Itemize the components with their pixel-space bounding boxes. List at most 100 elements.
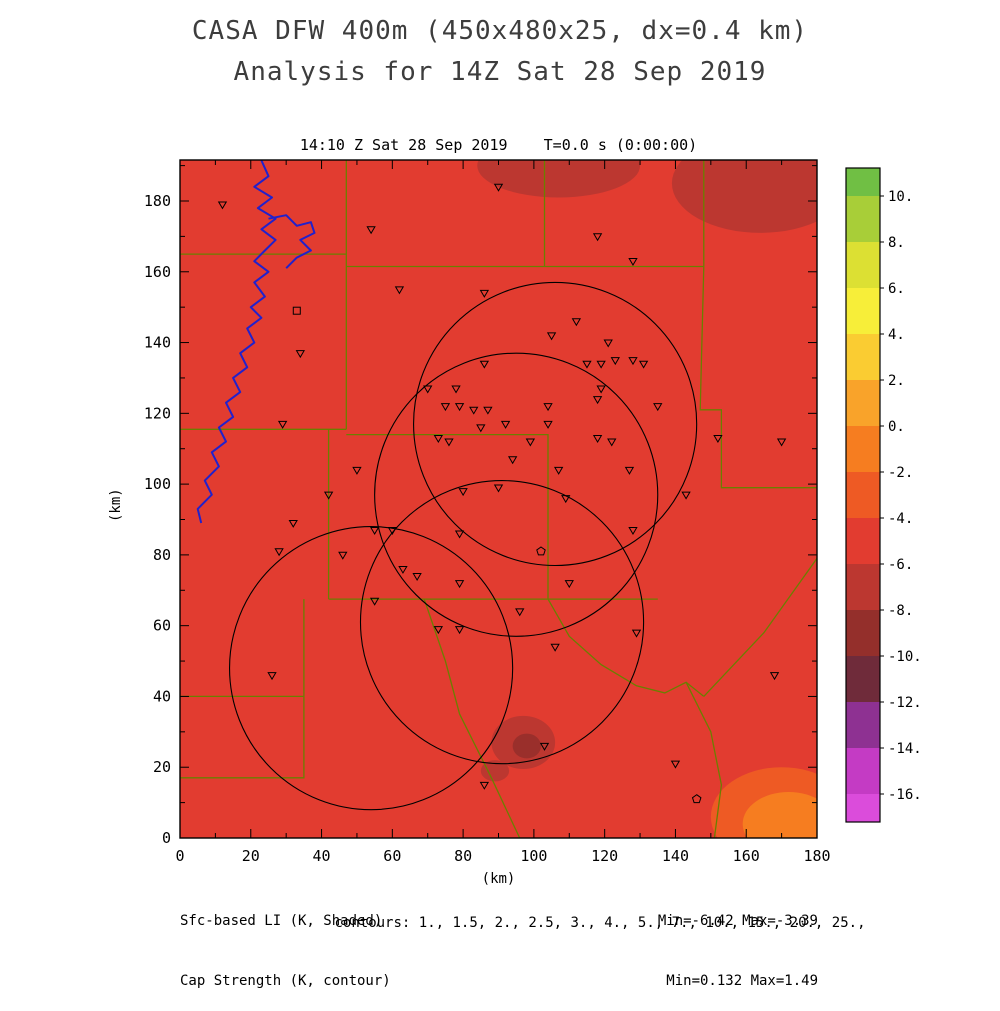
y-tick-label: 80 bbox=[153, 546, 171, 564]
colorbar-label: -2. bbox=[888, 465, 913, 481]
colorbar-cell bbox=[846, 564, 880, 610]
colorbar-label: 0. bbox=[888, 419, 905, 435]
station-marker-triangle bbox=[507, 456, 518, 465]
station-marker-triangle bbox=[387, 527, 398, 536]
colorbar-cell bbox=[846, 794, 880, 822]
radar-range-ring bbox=[228, 526, 514, 811]
station-marker-triangle bbox=[493, 484, 504, 493]
colorbar-label: 10. bbox=[888, 189, 913, 205]
x-tick-label: 100 bbox=[520, 847, 547, 865]
x-tick-label: 160 bbox=[733, 847, 760, 865]
y-tick-label: 120 bbox=[144, 404, 171, 422]
colorbar-label: -12. bbox=[888, 695, 922, 711]
colorbar-label: 2. bbox=[888, 373, 905, 389]
station-marker-triangle bbox=[454, 403, 465, 412]
radar-range-ring bbox=[359, 480, 645, 765]
colorbar-label: 6. bbox=[888, 281, 905, 297]
station-marker-triangle bbox=[323, 491, 334, 500]
county-boundary bbox=[703, 558, 817, 697]
station-marker-triangle bbox=[653, 403, 663, 412]
station-marker-triangle bbox=[433, 626, 444, 635]
river bbox=[268, 214, 316, 269]
station-marker-triangle bbox=[603, 339, 613, 348]
colorbar-cell bbox=[846, 334, 880, 380]
station-marker-triangle bbox=[776, 438, 787, 447]
colorbar-border bbox=[845, 167, 881, 823]
station-marker-triangle bbox=[493, 183, 504, 192]
y-tick-label: 180 bbox=[144, 192, 171, 210]
y-tick-label: 20 bbox=[153, 758, 171, 776]
station-marker-triangle bbox=[412, 573, 422, 582]
station-marker-triangle bbox=[596, 385, 606, 394]
county-boundary bbox=[180, 599, 305, 779]
station-marker-triangle bbox=[274, 548, 284, 557]
station-marker-triangle bbox=[610, 357, 620, 366]
li-shaded-field bbox=[180, 160, 817, 838]
station-marker-triangle bbox=[277, 420, 288, 429]
li-orange-patch bbox=[742, 792, 817, 838]
colorbar-cell bbox=[846, 656, 880, 702]
colorbar-label: 4. bbox=[888, 327, 905, 343]
x-tick-label: 180 bbox=[803, 847, 830, 865]
station-marker-triangle bbox=[525, 438, 536, 447]
y-tick-label: 160 bbox=[144, 263, 171, 281]
station-marker-triangle bbox=[369, 597, 380, 606]
station-marker-triangle bbox=[433, 435, 444, 443]
station-marker-triangle bbox=[479, 781, 490, 790]
station-marker-triangle bbox=[592, 396, 603, 405]
station-marker-triangle bbox=[561, 495, 571, 504]
station-marker-triangle bbox=[394, 286, 405, 295]
station-marker-triangle bbox=[288, 519, 298, 528]
station-marker-triangle bbox=[543, 403, 553, 412]
station-marker-triangle bbox=[444, 438, 454, 447]
station-marker-triangle bbox=[338, 551, 348, 560]
x-tick-label: 40 bbox=[313, 847, 331, 865]
li-darker-core-patch bbox=[512, 733, 541, 759]
station-marker-triangle bbox=[267, 672, 277, 681]
station-marker-triangle bbox=[479, 360, 490, 369]
colorbar-cell bbox=[846, 748, 880, 794]
colorbar-cell bbox=[846, 168, 880, 196]
station-marker-triangle bbox=[352, 466, 362, 475]
station-marker-triangle bbox=[515, 608, 525, 617]
station-marker-pentagon bbox=[691, 794, 702, 804]
station-marker-triangle bbox=[628, 527, 638, 536]
li-dark-patch bbox=[671, 160, 817, 233]
station-marker-triangle bbox=[638, 360, 649, 369]
station-marker-triangle bbox=[571, 318, 582, 327]
station-marker-triangle bbox=[539, 742, 550, 751]
map-layers bbox=[180, 160, 817, 838]
station-marker-triangle bbox=[479, 289, 490, 298]
y-tick-label: 60 bbox=[153, 617, 171, 635]
station-marker-triangle bbox=[454, 580, 465, 589]
station-marker-triangle bbox=[423, 385, 433, 394]
colorbar-cell bbox=[846, 196, 880, 242]
station-marker-triangle bbox=[483, 406, 493, 415]
station-marker-triangle bbox=[592, 435, 603, 443]
station-marker-triangle bbox=[369, 527, 380, 536]
li-dark-patch bbox=[480, 760, 510, 782]
colorbar-cell bbox=[846, 426, 880, 472]
station-marker-triangle bbox=[631, 629, 642, 638]
station-marker-triangle bbox=[454, 626, 465, 635]
station-marker-triangle bbox=[451, 385, 461, 394]
x-tick-label: 20 bbox=[242, 847, 260, 865]
page-title-line2: Analysis for 14Z Sat 28 Sep 2019 bbox=[233, 57, 767, 87]
x-tick-label: 140 bbox=[662, 847, 689, 865]
station-marker-triangle bbox=[550, 643, 560, 652]
y-tick-label: 140 bbox=[144, 334, 171, 352]
shaded-field-label: Sfc-based LI (K, Shaded) bbox=[180, 913, 383, 929]
x-tick-label: 60 bbox=[383, 847, 401, 865]
station-marker-triangle bbox=[217, 201, 228, 210]
station-marker-triangle bbox=[469, 406, 479, 415]
station-marker-triangle bbox=[624, 466, 635, 475]
station-marker-triangle bbox=[670, 760, 681, 769]
station-marker-triangle bbox=[592, 233, 603, 242]
colorbar-label: -8. bbox=[888, 603, 913, 619]
station-marker-triangle bbox=[769, 672, 780, 681]
page-title-line1: CASA DFW 400m (450x480x25, dx=0.4 km) bbox=[191, 16, 809, 46]
station-marker-triangle bbox=[582, 360, 592, 369]
station-marker-triangle bbox=[596, 360, 606, 369]
y-tick-label: 100 bbox=[144, 475, 171, 493]
